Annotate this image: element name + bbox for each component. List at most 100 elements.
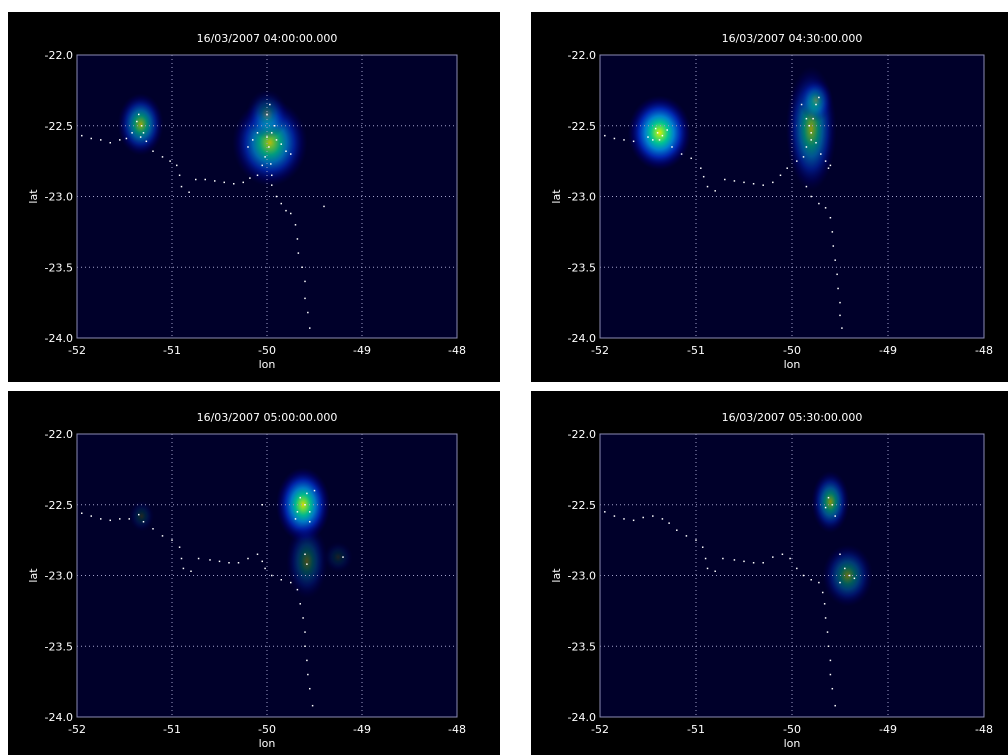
- data-point: [264, 156, 266, 158]
- data-point: [836, 273, 838, 276]
- data-point: [772, 556, 774, 558]
- data-point: [299, 603, 301, 605]
- density-layer: [117, 89, 308, 187]
- data-point: [142, 132, 145, 134]
- data-point: [128, 518, 130, 520]
- data-point: [271, 574, 273, 577]
- data-point: [195, 178, 197, 181]
- x-tick-label: -48: [975, 723, 993, 736]
- data-point: [853, 577, 856, 580]
- chart-title: 16/03/2007 04:30:00.000: [722, 32, 863, 45]
- data-point: [100, 139, 102, 141]
- data-point: [139, 136, 142, 138]
- x-tick-label: -50: [783, 723, 801, 736]
- data-point: [145, 140, 148, 143]
- data-point: [661, 134, 664, 137]
- data-point: [161, 535, 164, 537]
- data-point: [81, 134, 83, 137]
- data-point: [827, 167, 830, 169]
- data-point: [658, 139, 661, 141]
- data-point: [125, 137, 128, 140]
- x-tick-label: -48: [448, 723, 466, 736]
- x-tick-label: -52: [591, 723, 609, 736]
- y-tick-label: -22.0: [45, 49, 73, 62]
- data-point: [654, 127, 657, 130]
- data-point: [837, 287, 839, 290]
- data-point: [280, 143, 282, 145]
- data-point: [296, 238, 299, 240]
- data-point: [652, 515, 654, 517]
- data-point: [834, 704, 836, 707]
- data-point: [661, 518, 664, 520]
- x-axis-label: lon: [784, 358, 801, 371]
- data-point: [247, 557, 249, 560]
- data-point: [171, 539, 173, 541]
- data-point: [632, 140, 635, 143]
- data-point: [762, 562, 764, 564]
- density-heatmap-4: 16/03/2007 05:30:00.000 -52 -51 -50 -49 -48 -2…: [550, 411, 993, 750]
- data-point: [285, 150, 287, 152]
- data-point: [812, 117, 814, 120]
- data-point: [214, 180, 216, 182]
- data-point: [294, 224, 297, 226]
- density-blob: [323, 541, 353, 573]
- data-point: [781, 553, 784, 556]
- data-point: [704, 557, 707, 560]
- x-tick-label: -52: [591, 344, 609, 357]
- data-point: [829, 673, 832, 676]
- data-point: [805, 185, 808, 188]
- data-point: [824, 160, 827, 162]
- density-layer: [627, 66, 837, 191]
- data-point: [271, 174, 273, 177]
- data-point: [831, 504, 834, 506]
- plot-frame: [599, 54, 985, 339]
- y-tick-label: -22.0: [568, 428, 596, 441]
- data-point: [839, 314, 841, 317]
- data-point: [839, 553, 841, 556]
- data-point: [613, 515, 616, 517]
- data-point: [829, 164, 832, 167]
- density-blob: [811, 470, 850, 534]
- y-axis-label: lat: [27, 189, 40, 204]
- plot-frame: [76, 54, 458, 339]
- x-tick-label: -50: [258, 344, 276, 357]
- data-point: [204, 178, 206, 181]
- y-tick-label: -22.5: [45, 120, 73, 133]
- data-point: [826, 631, 829, 633]
- data-point: [188, 191, 190, 194]
- y-tick-label: -22.5: [568, 499, 596, 512]
- data-point: [109, 519, 111, 522]
- data-point: [304, 297, 306, 300]
- x-tick-label: -51: [687, 344, 705, 357]
- data-point: [690, 157, 692, 160]
- data-point: [299, 496, 301, 499]
- data-point: [131, 132, 133, 134]
- data-point: [818, 202, 820, 205]
- data-point: [152, 528, 154, 530]
- data-point: [256, 132, 259, 134]
- data-point: [844, 567, 846, 570]
- grid: [600, 434, 984, 717]
- x-tick-label: -50: [258, 723, 276, 736]
- data-point: [140, 125, 143, 127]
- density-blob: [286, 523, 328, 599]
- data-point: [831, 231, 834, 233]
- data-point: [309, 520, 311, 523]
- data-point: [810, 195, 812, 198]
- data-point: [652, 139, 654, 141]
- chart-title: 16/03/2007 04:00:00.000: [197, 32, 338, 45]
- data-point: [834, 515, 836, 517]
- data-point: [722, 557, 724, 560]
- y-tick-label: -23.5: [45, 261, 73, 274]
- data-point: [839, 581, 841, 584]
- y-tick-label: -22.5: [45, 499, 73, 512]
- data-point: [161, 156, 164, 158]
- data-point: [178, 546, 181, 548]
- data-point: [311, 704, 314, 707]
- data-point: [724, 178, 726, 181]
- data-point: [266, 113, 268, 116]
- data-point: [824, 506, 827, 509]
- data-point: [802, 574, 805, 577]
- data-point: [119, 518, 121, 520]
- data-point: [810, 578, 812, 581]
